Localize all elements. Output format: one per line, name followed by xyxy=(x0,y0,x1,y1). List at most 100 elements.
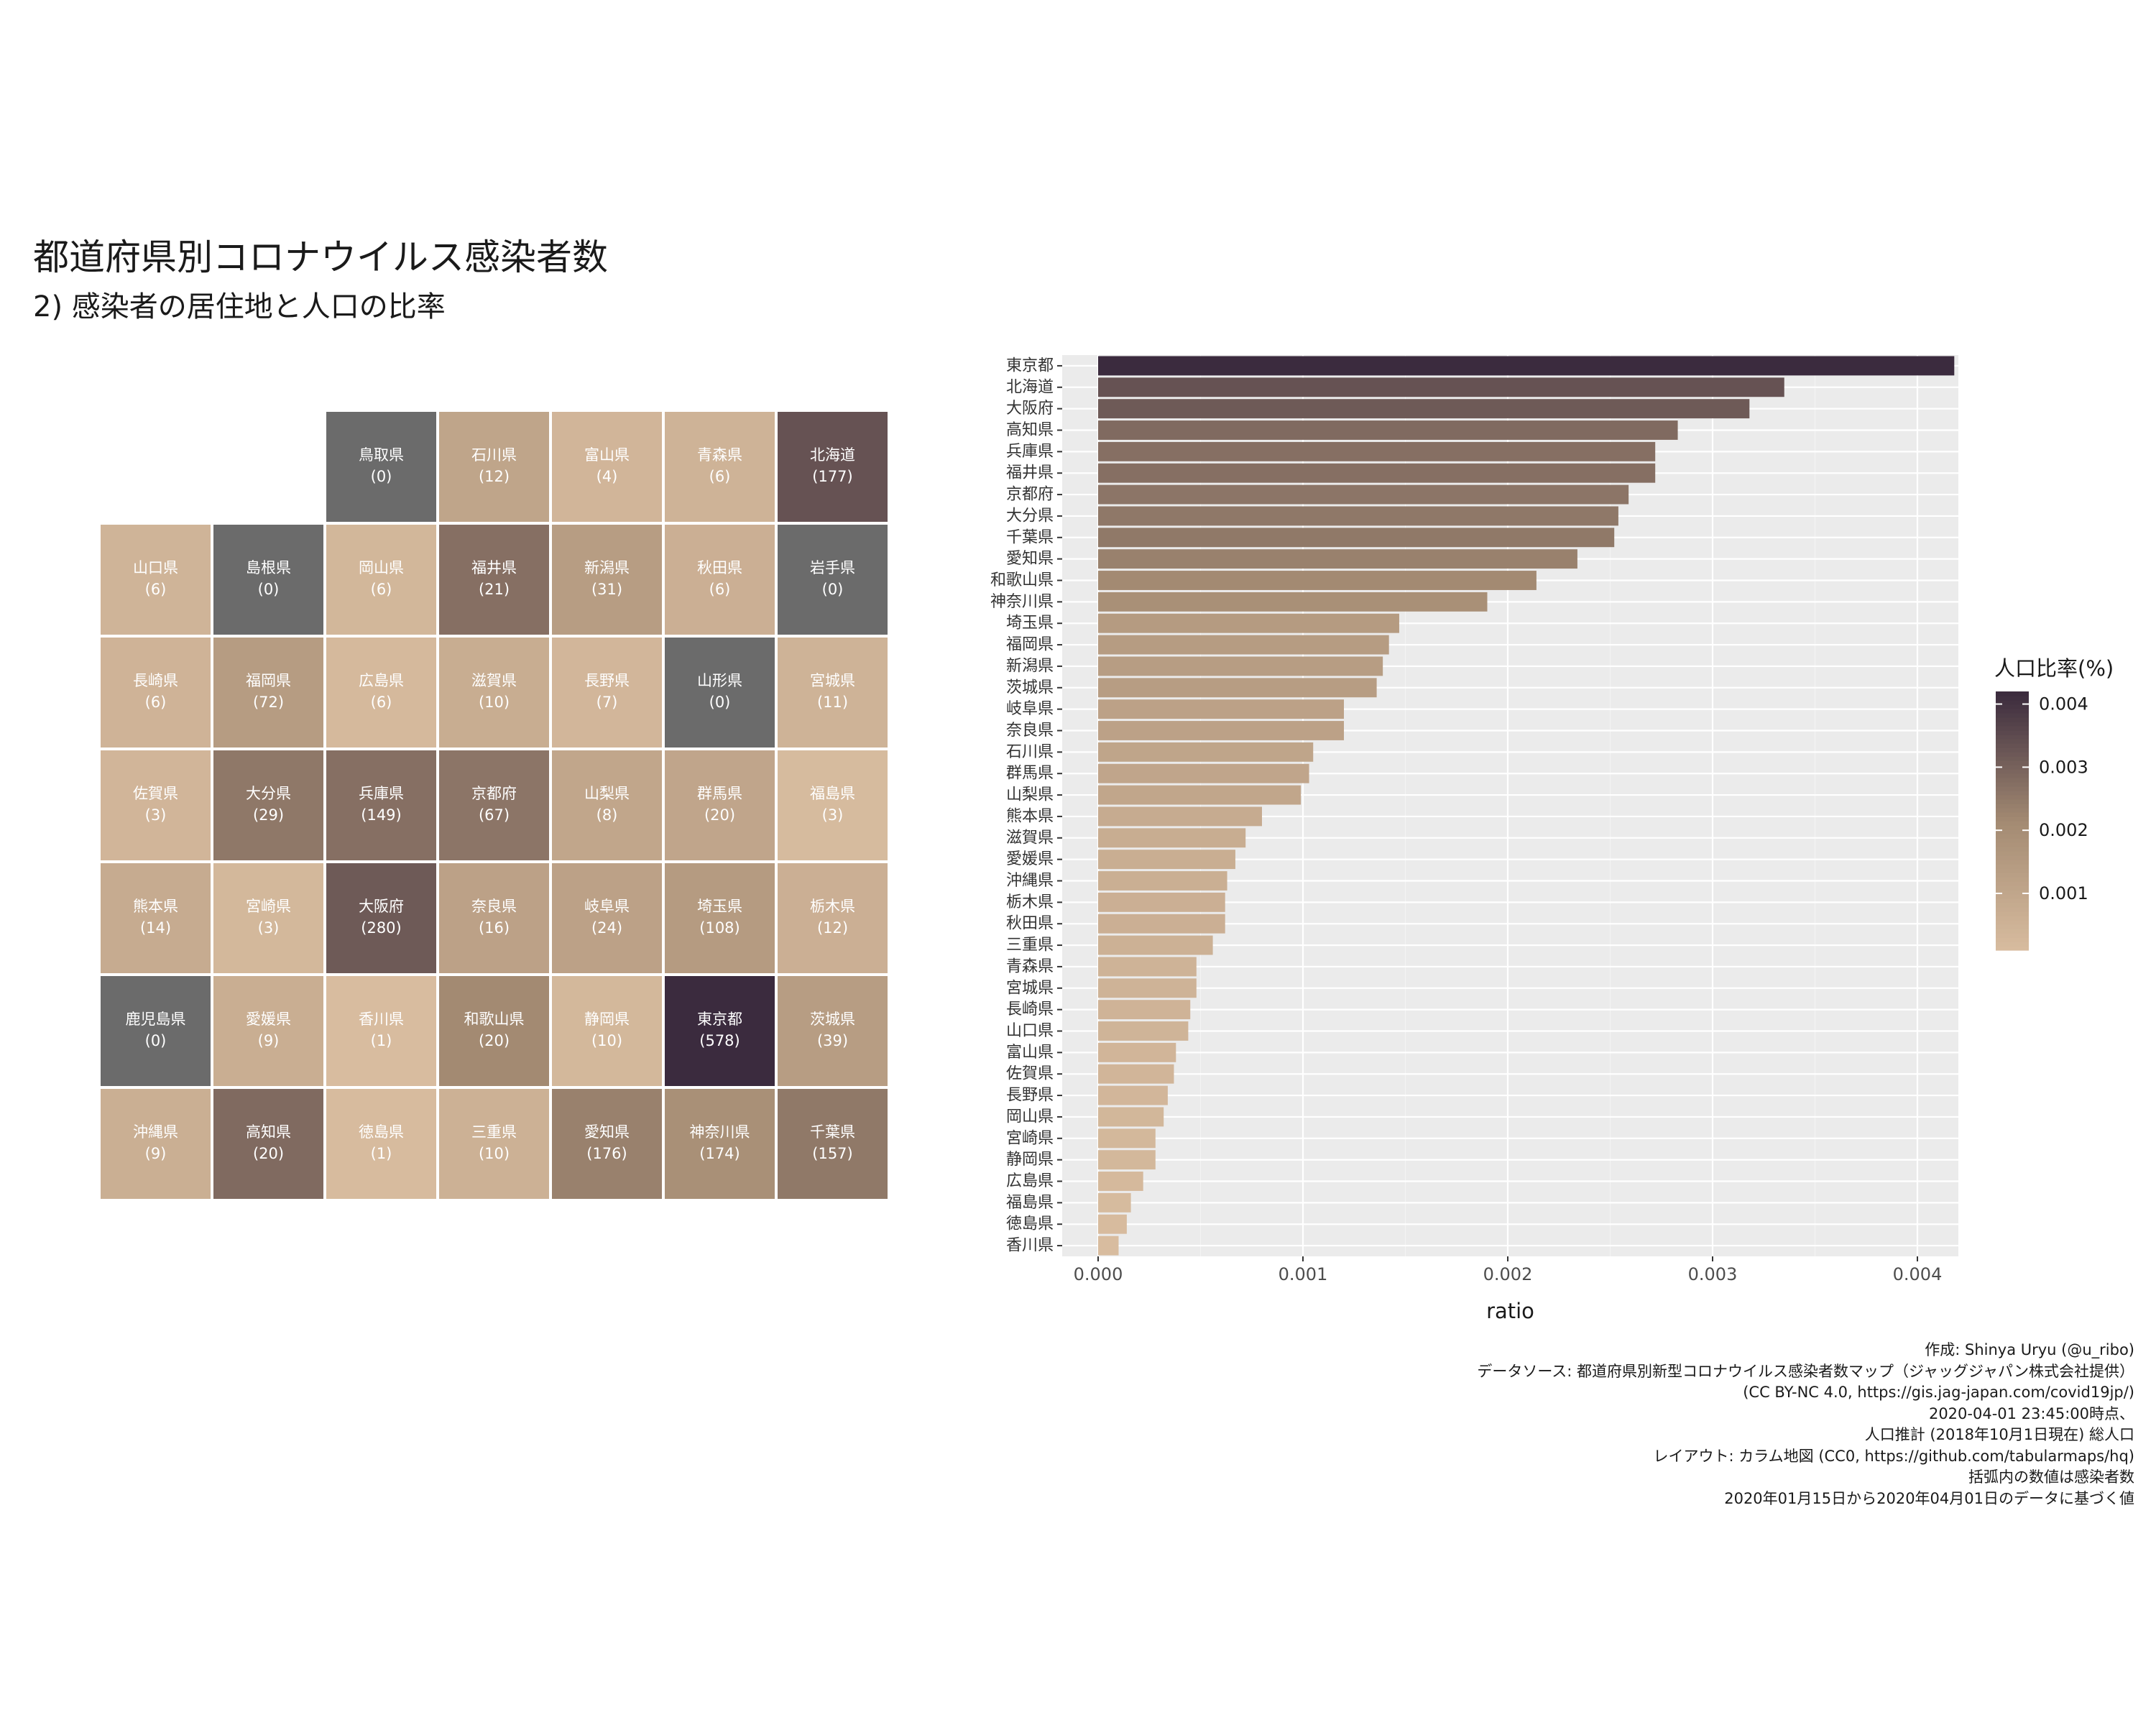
prefecture-tile: 大分県 (29) xyxy=(212,749,325,862)
legend-colorbar-segment xyxy=(1996,769,2029,774)
prefecture-tile: 東京都 (578) xyxy=(663,975,776,1087)
chart-subtitle: 2) 感染者の居住地と人口の比率 xyxy=(33,290,446,323)
prefecture-name: 長崎県 xyxy=(133,672,178,689)
legend-colorbar-segment xyxy=(1996,825,2029,830)
prefecture-name: 神奈川県 xyxy=(689,1123,750,1141)
y-tick-label: 栃木県 xyxy=(1006,893,1054,911)
legend-colorbar-segment xyxy=(1996,804,2029,809)
prefecture-name: 広島県 xyxy=(359,672,404,689)
caption-line: 括弧内の数値は感染者数 xyxy=(1968,1468,2134,1486)
bar xyxy=(1098,356,1955,376)
prefecture-count: (8) xyxy=(596,806,618,824)
y-tick-label: 奈良県 xyxy=(1006,722,1054,740)
y-tick-label: 山口県 xyxy=(1006,1022,1054,1040)
bar xyxy=(1098,892,1225,912)
legend-colorbar-segment xyxy=(1996,929,2029,934)
y-tick-label: 青森県 xyxy=(1006,957,1054,975)
legend-colorbar-segment xyxy=(1996,877,2029,882)
y-tick-label: 三重県 xyxy=(1006,937,1054,954)
legend-colorbar-segment xyxy=(1996,791,2029,796)
bar xyxy=(1098,1021,1189,1041)
prefecture-count: (6) xyxy=(709,468,731,485)
prefecture-count: (3) xyxy=(144,806,167,824)
legend-colorbar-segment xyxy=(1996,704,2029,709)
prefecture-tile: 鹿児島県 (0) xyxy=(99,975,212,1087)
prefecture-count: (0) xyxy=(144,1032,167,1049)
y-tick-label: 高知県 xyxy=(1006,421,1054,439)
bar xyxy=(1098,935,1213,955)
prefecture-tile: 島根県 (0) xyxy=(212,523,325,636)
prefecture-name: 山形県 xyxy=(697,672,742,689)
legend-colorbar-segment xyxy=(1996,748,2029,753)
prefecture-tile: 愛媛県 (9) xyxy=(212,975,325,1087)
y-tick-label: 千葉県 xyxy=(1006,528,1054,546)
prefecture-tile: 沖縄県 (9) xyxy=(99,1087,212,1200)
ratio-bar-chart: 東京都北海道大阪府高知県兵庫県福井県京都府大分県千葉県愛知県和歌山県神奈川県埼玉… xyxy=(990,355,2114,1323)
legend-colorbar-segment xyxy=(1996,898,2029,903)
y-tick-label: 富山県 xyxy=(1006,1044,1054,1062)
prefecture-name: 滋賀県 xyxy=(471,672,517,689)
y-tick-label: 宮崎県 xyxy=(1006,1129,1054,1147)
legend-colorbar-segment xyxy=(1996,752,2029,757)
bar xyxy=(1098,678,1377,698)
legend-colorbar-segment xyxy=(1996,937,2029,942)
prefecture-tile: 長崎県 (6) xyxy=(99,636,212,749)
prefecture-name: 大分県 xyxy=(246,785,291,802)
prefecture-count: (578) xyxy=(699,1032,740,1049)
prefecture-count: (12) xyxy=(816,919,849,937)
bar xyxy=(1098,1192,1131,1213)
prefecture-count: (0) xyxy=(709,694,731,711)
bar xyxy=(1098,742,1314,762)
y-tick-label: 熊本県 xyxy=(1006,807,1054,825)
prefecture-tile: 和歌山県 (20) xyxy=(438,975,550,1087)
prefecture-count: (10) xyxy=(478,1145,510,1162)
legend-tick-label: 0.003 xyxy=(2039,757,2088,777)
y-tick-label: 香川県 xyxy=(1006,1237,1054,1255)
legend-colorbar-segment xyxy=(1996,890,2029,895)
prefecture-name: 香川県 xyxy=(359,1011,404,1028)
bar xyxy=(1098,850,1235,870)
prefecture-tile: 山口県 (6) xyxy=(99,523,212,636)
prefecture-tile: 埼玉県 (108) xyxy=(663,862,776,975)
prefecture-tile: 滋賀県 (10) xyxy=(438,636,550,749)
y-tick-label: 沖縄県 xyxy=(1006,872,1054,890)
prefecture-count: (9) xyxy=(257,1032,280,1049)
legend-colorbar-segment xyxy=(1996,864,2029,869)
prefecture-tile: 鳥取県 (0) xyxy=(325,410,438,523)
prefecture-tile: 京都府 (67) xyxy=(438,749,550,862)
bar xyxy=(1098,806,1262,827)
prefecture-name: 山口県 xyxy=(133,559,178,576)
prefecture-name: 愛知県 xyxy=(584,1123,630,1141)
x-tick-label: 0.003 xyxy=(1688,1264,1738,1284)
prefecture-count: (6) xyxy=(370,694,392,711)
legend-colorbar-segment xyxy=(1996,756,2029,761)
y-tick-label: 宮城県 xyxy=(1006,979,1054,997)
prefecture-count: (157) xyxy=(812,1145,853,1162)
prefecture-name: 和歌山県 xyxy=(464,1011,525,1028)
y-tick-label: 福島県 xyxy=(1006,1194,1054,1212)
prefecture-count: (6) xyxy=(144,581,167,598)
prefecture-tile: 徳島県 (1) xyxy=(325,1087,438,1200)
bar xyxy=(1098,484,1629,505)
y-tick-label: 福井県 xyxy=(1006,464,1054,482)
bar xyxy=(1098,1085,1168,1105)
legend-colorbar-segment xyxy=(1996,730,2029,735)
prefecture-count: (29) xyxy=(252,806,285,824)
bar xyxy=(1098,1128,1156,1149)
prefecture-count: (7) xyxy=(596,694,618,711)
prefecture-count: (72) xyxy=(252,694,285,711)
legend-colorbar-segment xyxy=(1996,709,2029,714)
prefecture-name: 千葉県 xyxy=(810,1123,855,1141)
prefecture-tile: 千葉県 (157) xyxy=(776,1087,889,1200)
y-tick-label: 神奈川県 xyxy=(990,593,1054,611)
prefecture-count: (39) xyxy=(816,1032,849,1049)
prefecture-name: 島根県 xyxy=(246,559,291,576)
x-tick-label: 0.000 xyxy=(1074,1264,1123,1284)
prefecture-name: 静岡県 xyxy=(584,1011,630,1028)
caption-line: レイアウト: カラム地図 (CC0, https://github.com/ta… xyxy=(1653,1447,2134,1465)
prefecture-count: (0) xyxy=(821,581,844,598)
legend-colorbar-segment xyxy=(1996,924,2029,929)
prefecture-count: (3) xyxy=(821,806,844,824)
legend-colorbar-segment xyxy=(1996,696,2029,701)
y-tick-label: 静岡県 xyxy=(1006,1151,1054,1169)
